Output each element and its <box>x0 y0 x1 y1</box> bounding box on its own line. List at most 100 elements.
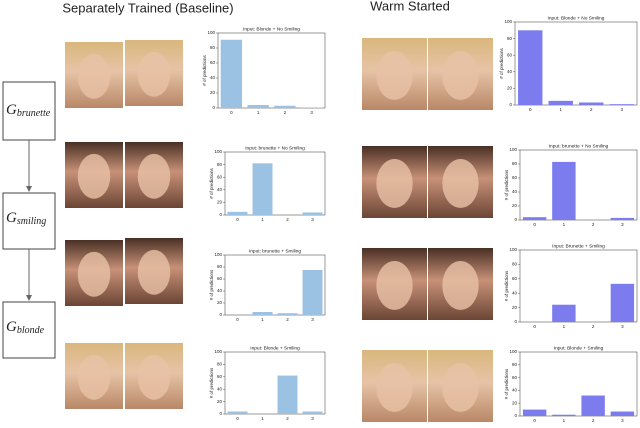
face <box>442 260 479 310</box>
y-axis-label: # of predictions <box>499 47 504 78</box>
x-tick-label: 0 <box>533 418 536 423</box>
x-tick-label: 1 <box>563 324 566 329</box>
face <box>137 249 171 295</box>
bar <box>548 100 573 105</box>
y-tick-label: 60 <box>512 375 518 380</box>
y-tick-label: 0 <box>219 312 222 317</box>
y-axis-label: # of predictions <box>504 368 509 399</box>
y-tick-label: 80 <box>507 36 513 41</box>
bar <box>247 105 269 108</box>
node-subscript: smiling <box>17 216 46 227</box>
y-tick-label: 100 <box>214 149 222 154</box>
face <box>376 260 413 310</box>
x-tick-label: 1 <box>261 217 264 222</box>
y-tick-label: 100 <box>509 147 517 152</box>
y-tick-label: 40 <box>512 189 518 194</box>
face <box>137 153 171 199</box>
plot-area <box>519 351 638 417</box>
node-symbol: G <box>6 319 17 335</box>
bar <box>522 217 547 220</box>
y-tick-label: 20 <box>507 86 513 91</box>
face <box>376 50 413 100</box>
bar <box>581 395 605 416</box>
bar <box>220 39 243 108</box>
arrow-head <box>26 186 32 192</box>
x-tick-label: 3 <box>311 416 314 421</box>
x-tick-label: 0 <box>236 416 239 421</box>
x-tick-label: 1 <box>559 107 562 112</box>
y-tick-label: 0 <box>514 413 517 418</box>
y-tick-label: 40 <box>507 69 513 74</box>
y-tick-label: 60 <box>507 52 513 57</box>
y-tick-label: 80 <box>217 264 223 269</box>
y-tick-label: 100 <box>509 349 517 354</box>
x-tick-label: 3 <box>311 317 314 322</box>
y-tick-label: 40 <box>512 388 518 393</box>
y-tick-label: 60 <box>512 276 518 281</box>
y-tick-label: 20 <box>217 200 223 205</box>
y-tick-label: 40 <box>210 75 216 80</box>
heading: Separately Trained (Baseline) <box>62 0 233 15</box>
chart-title: Input: Blonde + Smiling <box>554 345 604 351</box>
x-tick-label: 0 <box>236 217 239 222</box>
x-tick-label: 3 <box>310 110 313 115</box>
y-axis-label: # of predictions <box>202 54 207 85</box>
bar <box>277 313 298 315</box>
y-tick-label: 40 <box>217 386 223 391</box>
x-tick-label: 0 <box>533 222 536 227</box>
x-tick-label: 1 <box>261 317 264 322</box>
y-axis-label: # of predictions <box>209 269 214 300</box>
x-tick-label: 3 <box>621 222 624 227</box>
y-tick-label: 40 <box>217 288 223 293</box>
y-axis-label: # of predictions <box>504 270 509 301</box>
bar <box>252 163 273 215</box>
x-tick-label: 2 <box>286 217 289 222</box>
y-tick-label: 80 <box>512 362 518 367</box>
y-tick-label: 20 <box>210 90 216 95</box>
plot-area <box>224 151 326 216</box>
chart-title: Input: Blonde + No Smiling <box>548 15 605 21</box>
bar <box>610 217 635 220</box>
y-tick-label: 60 <box>217 276 223 281</box>
bar <box>302 411 323 414</box>
node-symbol: G <box>6 210 17 226</box>
y-tick-label: 60 <box>512 175 518 180</box>
heading: Warm Started <box>370 0 450 13</box>
face <box>77 53 111 99</box>
bar <box>522 409 547 416</box>
x-tick-label: 0 <box>230 110 233 115</box>
bar <box>552 304 576 322</box>
x-tick-label: 2 <box>592 418 595 423</box>
x-tick-label: 0 <box>236 317 239 322</box>
node-label: Gblonde <box>6 319 45 336</box>
bar <box>252 312 273 315</box>
bar <box>609 104 634 105</box>
bar <box>552 414 576 416</box>
bar <box>610 283 635 322</box>
y-tick-label: 100 <box>214 252 222 257</box>
bar <box>552 161 576 220</box>
y-tick-label: 0 <box>509 102 512 107</box>
y-tick-label: 80 <box>512 161 518 166</box>
node-box <box>2 81 56 141</box>
node-box <box>2 192 56 250</box>
face <box>442 158 479 208</box>
x-tick-label: 3 <box>621 418 624 423</box>
chart-title: Input: brunette + No Smiling <box>245 145 305 151</box>
face <box>77 251 111 297</box>
plot-area <box>519 149 638 221</box>
face <box>77 354 111 400</box>
x-tick-label: 2 <box>590 107 593 112</box>
face <box>137 51 171 97</box>
node-symbol: G <box>6 102 17 118</box>
chart-title: Input: brunette + Smiling <box>249 248 301 254</box>
chart-title: Input: brunette + No Smiling <box>549 143 609 149</box>
x-tick-label: 2 <box>286 317 289 322</box>
x-tick-label: 1 <box>563 418 566 423</box>
y-tick-label: 0 <box>212 105 215 110</box>
face <box>376 158 413 208</box>
face <box>442 50 479 100</box>
y-tick-label: 100 <box>207 30 215 35</box>
face <box>77 153 111 199</box>
